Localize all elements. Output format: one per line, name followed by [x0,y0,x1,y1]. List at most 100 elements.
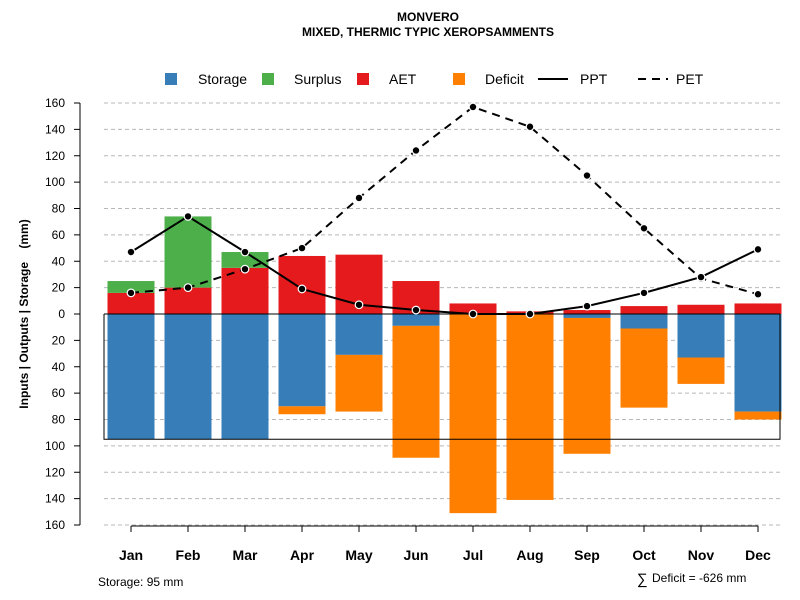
storage-bar-nov [677,314,725,358]
storage-bar-feb [164,314,212,440]
ppt-point [468,309,478,319]
deficit-bar-nov [677,357,725,384]
ppt-point [696,272,706,282]
pet-point [582,171,592,180]
x-tick-label-sep: Sep [574,547,600,563]
deficit-bar-apr [278,406,326,415]
y-tick-label: 40 [52,360,66,374]
storage-bar-mar [221,314,269,440]
ppt-point [183,212,193,221]
ppt-point [639,288,649,298]
legend-deficit-key [453,73,465,85]
surplus-bar-jan [107,281,155,293]
y-tick-label: 120 [45,465,65,479]
y-tick-label: 40 [52,254,66,268]
y-tick-label: 160 [45,96,65,110]
aet-bar-jul [449,303,497,314]
y-tick-label: 0 [58,307,65,321]
y-tick-label: 140 [45,492,65,506]
x-tick-label-jun: Jun [404,547,429,563]
y-tick-label: 20 [52,333,66,347]
y-tick-label: 60 [52,386,66,400]
pet-point [411,146,421,155]
pet-point [126,288,136,298]
x-tick-label-jul: Jul [463,547,483,563]
ppt-point [753,244,763,254]
pet-point [468,102,478,112]
x-tick-label-aug: Aug [516,547,543,563]
pet-point [354,193,364,203]
y-tick-label: 80 [52,413,66,427]
aet-bar-sep [563,310,611,314]
aet-bar-nov [677,304,725,314]
legend-aet-key [357,73,369,85]
aet-bar-oct [620,306,668,314]
storage-bar-jun [392,314,440,326]
deficit-bar-aug [506,314,554,500]
y-tick-label: 100 [45,175,65,189]
y-tick-label: 140 [45,122,65,136]
legend-aet-label: AET [389,71,417,87]
storage-bar-may [335,314,383,355]
surplus-bar-feb [164,216,212,288]
deficit-bar-sep [563,317,611,454]
legend-surplus-key [262,73,274,85]
storage-capacity-line [103,314,781,440]
aet-bar-mar [221,267,269,314]
legend-pet-label: PET [676,71,704,87]
chart-subtitle: MIXED, THERMIC TYPIC XEROPSAMMENTS [302,25,554,39]
y-tick-label: 60 [52,228,66,242]
x-tick-label-feb: Feb [176,547,201,563]
deficit-bar-jul [449,314,497,514]
x-tick-label-nov: Nov [688,547,715,563]
ppt-line [130,215,759,315]
storage-bar-dec [734,314,782,412]
pet-point [753,289,763,299]
storage-bar-sep [563,314,611,318]
aet-bar-dec [734,303,782,314]
x-tick-label-dec: Dec [745,547,771,563]
ppt-point [240,247,250,257]
deficit-bar-jun [392,325,440,458]
deficit-bar-may [335,354,383,412]
deficit-bar-dec [734,411,782,420]
y-tick-label: 80 [52,202,66,216]
x-tick-label-mar: Mar [233,547,258,563]
pet-point [183,283,193,293]
legend-deficit-label: Deficit [485,71,524,87]
axes: 160 140 120 100 80 60 40 20 0 20 40 60 80 100 120 140 16… [45,96,771,563]
pet-point [525,122,535,132]
aet-bar-jan [107,292,155,314]
deficit-bar-oct [620,328,668,408]
ppt-point [582,301,592,311]
ppt-point [297,284,307,294]
bars [103,216,782,514]
storage-bar-jan [107,314,155,440]
ppt-point [411,305,421,315]
storage-bar-apr [278,314,326,407]
deficit-sum-symbol: ∑ [637,571,648,588]
x-tick-label-oct: Oct [632,547,656,563]
x-tick-label-apr: Apr [290,547,315,563]
legend-surplus-label: Surplus [294,71,341,87]
pet-point [639,223,649,233]
ppt-point [126,247,136,257]
storage-annotation: Storage: 95 mm [98,575,183,589]
y-tick-label: 20 [52,281,66,295]
legend-ppt-label: PPT [580,71,608,87]
legend-storage-key [165,73,177,85]
legend-storage-label: Storage [198,71,247,87]
pet-point [297,243,307,253]
series-lines [126,102,763,319]
y-axis-label: Inputs | Outputs | Storage (mm) [17,219,31,408]
ppt-point [354,300,364,310]
y-tick-label: 160 [45,518,65,532]
chart-title: MONVERO [397,10,459,24]
x-tick-label-jan: Jan [119,547,143,563]
legend: Storage Surplus AET Deficit PPT PET [165,71,704,87]
deficit-annotation: Deficit = -626 mm [652,571,746,585]
ppt-point [525,309,535,319]
y-tick-label: 120 [45,149,65,163]
pet-point [240,264,250,274]
